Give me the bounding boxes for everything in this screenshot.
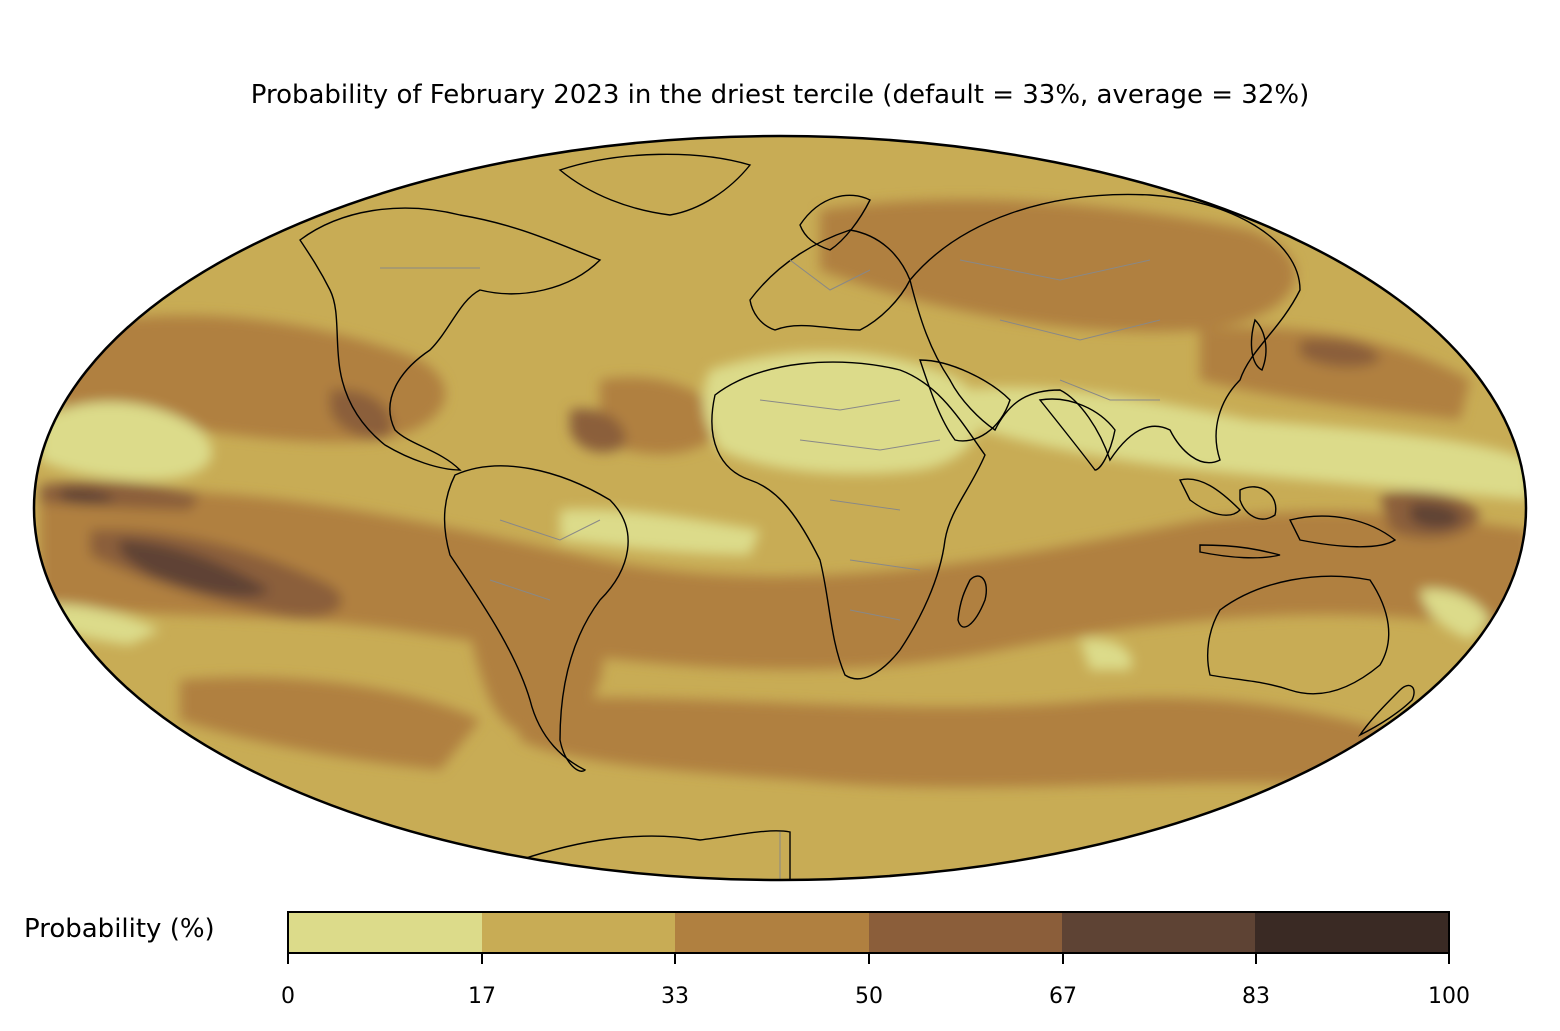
colorbar-tick bbox=[481, 954, 483, 964]
colorbar-tick-label: 50 bbox=[855, 984, 883, 1009]
colorbar bbox=[287, 911, 1450, 954]
colorbar-swatch-67-83 bbox=[1061, 913, 1255, 952]
map-outline bbox=[32, 134, 1528, 882]
colorbar-tick bbox=[674, 954, 676, 964]
colorbar-tick-label: 33 bbox=[661, 984, 689, 1009]
colorbar-swatch-17-33 bbox=[482, 913, 676, 952]
colorbar-swatch-83-100 bbox=[1254, 913, 1449, 952]
colorbar-tick-label: 83 bbox=[1242, 984, 1270, 1009]
colorbar-tick bbox=[1448, 954, 1450, 964]
colorbar-label: Probability (%) bbox=[24, 914, 215, 944]
colorbar-tick bbox=[868, 954, 870, 964]
colorbar-tick bbox=[1255, 954, 1257, 964]
world-map bbox=[32, 134, 1528, 882]
colorbar-swatch-0-17 bbox=[289, 913, 483, 952]
colorbar-tick bbox=[1062, 954, 1064, 964]
country-borders bbox=[380, 259, 1161, 880]
colorbar-swatch-33-50 bbox=[675, 913, 869, 952]
map-title: Probability of February 2023 in the drie… bbox=[250, 80, 1310, 110]
colorbar-tick bbox=[287, 954, 289, 964]
colorbar-tick-label: 100 bbox=[1428, 984, 1470, 1009]
colorbar-tick-label: 0 bbox=[281, 984, 295, 1009]
colorbar-tick-label: 67 bbox=[1049, 984, 1077, 1009]
colorbar-tick-label: 17 bbox=[468, 984, 496, 1009]
colorbar-swatch-50-67 bbox=[868, 913, 1062, 952]
probability-field bbox=[34, 136, 1526, 880]
